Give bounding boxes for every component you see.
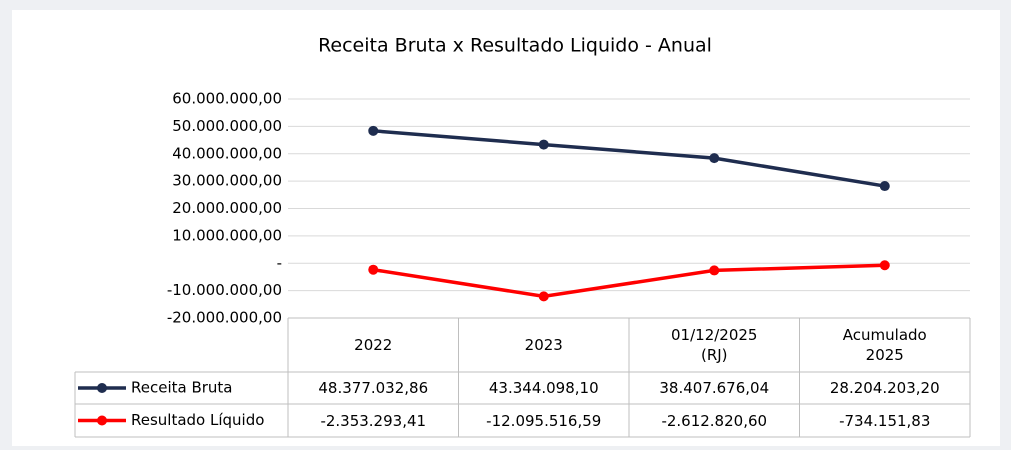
y-tick-label: -10.000.000,00 [167, 281, 282, 299]
data-label: -2.612.820,60 [661, 411, 768, 430]
y-tick-label: 60.000.000,00 [172, 90, 282, 108]
x-tick-label: 01/12/2025 (RJ) [671, 326, 758, 364]
data-label: 38.407.676,04 [659, 379, 770, 397]
y-tick-label: - [277, 254, 282, 272]
y-tick-label: 50.000.000,00 [172, 117, 282, 135]
y-tick-label: 10.000.000,00 [172, 226, 282, 244]
legend-marker [97, 415, 107, 426]
data-point [709, 265, 720, 276]
chart-area [12, 10, 1000, 446]
series-line [373, 129, 886, 188]
y-tick-label: 20.000.000,00 [172, 199, 282, 217]
data-point [368, 264, 379, 275]
data-label: -2.353.293,41 [320, 411, 427, 430]
data-label: -734.151,83 [839, 411, 931, 430]
y-tick-label: 40.000.000,00 [172, 144, 282, 162]
x-tick-label: 2022 [354, 336, 393, 354]
data-point [879, 260, 890, 271]
legend-label: Resultado Líquido [131, 411, 264, 429]
data-label: 28.204.203,20 [829, 379, 940, 397]
data-point [368, 125, 379, 136]
data-label: -12.095.516,59 [486, 411, 602, 430]
data-point [709, 153, 720, 164]
legend-label: Receita Bruta [131, 379, 233, 397]
x-tick-label: Acumulado 2025 [842, 326, 927, 364]
legend-marker [97, 383, 107, 393]
series-line [372, 263, 885, 299]
y-tick-label: -20.000.000,00 [167, 309, 282, 327]
x-tick-label: 2023 [524, 336, 563, 354]
chart-title: Receita Bruta x Resultado Liquido - Anua… [318, 35, 712, 57]
y-tick-label: 30.000.000,00 [172, 172, 282, 190]
data-point [538, 291, 549, 302]
data-point [879, 181, 890, 192]
data-label: 43.344.098,10 [488, 379, 599, 397]
data-label: 48.377.032,86 [318, 379, 429, 397]
data-point [538, 139, 549, 150]
